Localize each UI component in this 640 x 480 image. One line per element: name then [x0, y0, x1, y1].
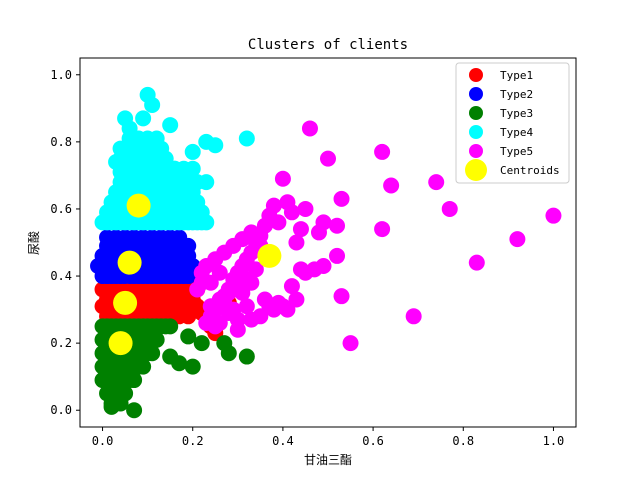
type4-point: [198, 133, 215, 150]
type4-point: [184, 160, 201, 177]
legend-label-type2: Type2: [500, 88, 533, 101]
type1-point: [180, 308, 197, 325]
x-tick-label: 0.8: [452, 434, 474, 448]
legend-box: [455, 62, 570, 184]
type3-point: [184, 358, 201, 375]
type5-point: [374, 221, 391, 238]
type4-point: [198, 174, 215, 191]
y-tick-label: 1.0: [50, 68, 72, 82]
type5-point: [333, 288, 350, 305]
type5-point: [292, 221, 309, 238]
type5-point: [301, 120, 318, 137]
type3-point: [180, 328, 197, 345]
centroids-point: [257, 243, 282, 268]
ticks-layer: 0.0 0.2 0.4 0.6 0.8 1.0 0.0 0.2 0.4 0.6 0.8 1.0: [50, 68, 564, 448]
y-axis-label: 尿酸: [26, 231, 41, 255]
type5-point: [198, 257, 215, 274]
legend-marker-centroids: [465, 159, 487, 181]
type4-point: [238, 130, 255, 147]
legend-label-type3: Type3: [500, 107, 533, 120]
x-tick-label: 1.0: [543, 434, 565, 448]
type5-point: [383, 177, 400, 194]
type5-point: [274, 170, 291, 187]
type4-point: [135, 110, 152, 127]
type5-point: [545, 207, 562, 224]
type5-point: [288, 234, 305, 251]
type3-point: [148, 331, 165, 348]
type5-point: [279, 194, 296, 211]
type5-point: [297, 200, 314, 217]
legend-marker-type2: [469, 87, 483, 101]
type5-point: [441, 200, 458, 217]
legend-marker-type4: [469, 125, 483, 139]
type2-point: [171, 229, 188, 246]
type5-point: [320, 150, 336, 167]
type5-point: [468, 254, 485, 271]
legend-marker-type3: [469, 106, 483, 120]
type5-point: [342, 335, 359, 352]
chart-title: Clusters of clients: [248, 37, 408, 53]
type5-point: [202, 274, 219, 291]
centroids-point: [113, 290, 138, 315]
type5-point: [329, 247, 346, 264]
type5-point: [202, 298, 219, 315]
y-tick-label: 0.4: [50, 269, 72, 283]
type5-point: [207, 318, 224, 335]
type5-point: [243, 311, 260, 328]
type5-point: [333, 190, 350, 207]
type4-point: [117, 110, 134, 127]
x-tick-label: 0.4: [272, 434, 294, 448]
points-layer: [90, 86, 562, 419]
type4-point: [184, 143, 201, 160]
type3-point: [193, 335, 210, 352]
type5-point: [238, 298, 255, 315]
type5-point: [297, 264, 314, 281]
type3-point: [162, 318, 179, 335]
plot-frame: [79, 57, 577, 428]
type5-point: [329, 217, 346, 234]
type5-point: [220, 281, 237, 298]
legend-marker-type1: [469, 68, 483, 82]
type5-point: [374, 143, 391, 160]
type3-point: [135, 358, 152, 375]
type4-point: [162, 117, 179, 134]
type3-point: [144, 345, 161, 362]
x-tick-label: 0.2: [182, 434, 204, 448]
type4-point: [148, 130, 165, 147]
x-tick-label: 0.6: [362, 434, 384, 448]
type3-point: [126, 402, 143, 419]
centroids-point: [126, 193, 151, 218]
type5-point: [315, 257, 332, 274]
x-tick-label: 0.0: [92, 434, 114, 448]
type5-point: [509, 231, 526, 248]
type4-point: [166, 160, 183, 177]
y-tick-label: 0.8: [50, 135, 72, 149]
legend: Type1 Type2 Type3 Type4 Type5 Centroids: [455, 62, 570, 184]
type3-point: [103, 398, 120, 415]
type5-point: [229, 311, 246, 328]
y-tick-label: 0.6: [50, 202, 72, 216]
type2-point: [180, 268, 197, 285]
x-axis-label: 甘油三酯: [304, 453, 352, 467]
centroids-point: [108, 331, 133, 356]
type5-point: [310, 224, 327, 241]
centroids-point: [117, 250, 142, 275]
type3-point: [162, 348, 179, 365]
type5-point: [283, 278, 300, 295]
type5-point: [405, 308, 422, 325]
y-tick-label: 0.0: [50, 403, 72, 417]
type5-point: [234, 284, 251, 301]
legend-label-type4: Type4: [500, 126, 533, 139]
legend-label-type1: Type1: [500, 69, 533, 82]
legend-label-type5: Type5: [500, 145, 533, 158]
type3-point: [220, 345, 237, 362]
y-tick-label: 0.2: [50, 336, 72, 350]
legend-marker-type5: [469, 144, 483, 158]
type3-point: [238, 348, 255, 365]
type3-point: [126, 372, 143, 389]
type4-point: [139, 86, 156, 103]
type5-point: [428, 174, 445, 191]
legend-label-centroids: Centroids: [500, 164, 560, 177]
